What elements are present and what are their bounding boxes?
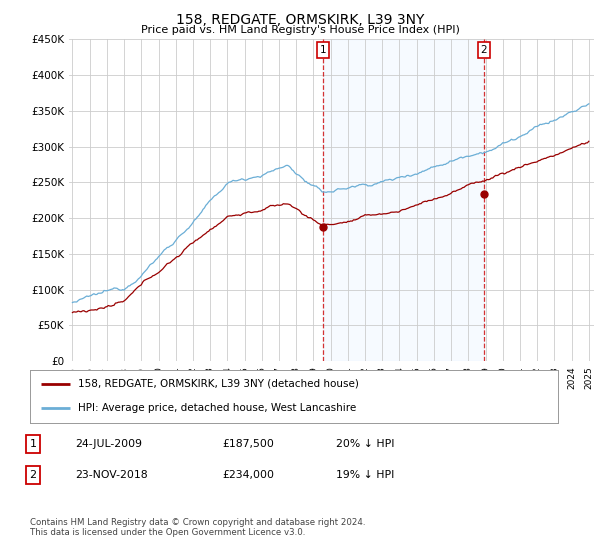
Text: 23-NOV-2018: 23-NOV-2018 bbox=[75, 470, 148, 480]
Text: 20% ↓ HPI: 20% ↓ HPI bbox=[336, 439, 395, 449]
Text: 2: 2 bbox=[481, 45, 487, 55]
Text: Contains HM Land Registry data © Crown copyright and database right 2024.
This d: Contains HM Land Registry data © Crown c… bbox=[30, 518, 365, 538]
Text: 1: 1 bbox=[320, 45, 326, 55]
Bar bbox=[323, 39, 484, 361]
Text: 158, REDGATE, ORMSKIRK, L39 3NY (detached house): 158, REDGATE, ORMSKIRK, L39 3NY (detache… bbox=[77, 379, 358, 389]
Text: £187,500: £187,500 bbox=[222, 439, 274, 449]
Text: £234,000: £234,000 bbox=[222, 470, 274, 480]
Text: 24-JUL-2009: 24-JUL-2009 bbox=[75, 439, 142, 449]
Text: 158, REDGATE, ORMSKIRK, L39 3NY: 158, REDGATE, ORMSKIRK, L39 3NY bbox=[176, 13, 424, 27]
Text: 19% ↓ HPI: 19% ↓ HPI bbox=[336, 470, 394, 480]
Text: 1: 1 bbox=[29, 439, 37, 449]
Text: HPI: Average price, detached house, West Lancashire: HPI: Average price, detached house, West… bbox=[77, 403, 356, 413]
Text: 2: 2 bbox=[29, 470, 37, 480]
Text: Price paid vs. HM Land Registry's House Price Index (HPI): Price paid vs. HM Land Registry's House … bbox=[140, 25, 460, 35]
